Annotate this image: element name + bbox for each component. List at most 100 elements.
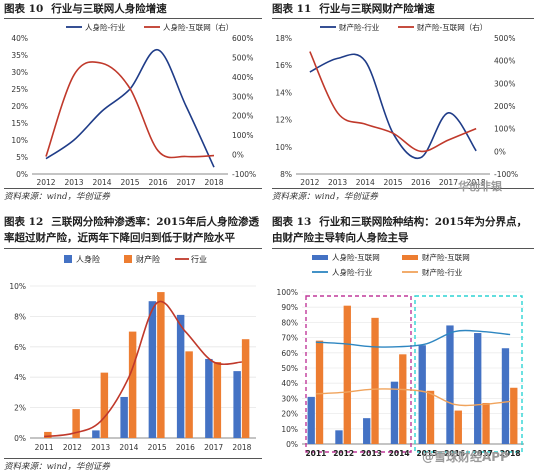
x-tick-label: 2012 xyxy=(333,449,354,458)
x-tick-label: 2014 xyxy=(119,443,138,452)
bar-财产险 xyxy=(100,372,109,438)
bar-人身险-互联网 xyxy=(363,418,371,444)
bar-人身险 xyxy=(205,358,213,438)
x-tick-label: 2017 xyxy=(439,178,458,187)
y-right-tick-label: 400% xyxy=(494,57,515,66)
legend-swatch xyxy=(312,255,328,260)
bar-财产险-互联网 xyxy=(371,317,379,444)
y-tick-label: 4% xyxy=(14,373,26,382)
y-tick-label: 20% xyxy=(281,410,298,419)
chart-title-12: 图表 12 三联网分险种渗透率：2015年后人身险渗透率超过财产险，近两年下降回归… xyxy=(4,216,260,244)
legend-label: 人身险-行业 xyxy=(85,22,126,32)
y-tick-label: 10% xyxy=(281,425,298,434)
chart-panel-11: 图表 11 行业与三联网财产险增速 8% 10% 12% 14% 16% 18% -100% 0… xyxy=(272,2,534,202)
x-tick-label: 2015 xyxy=(120,178,139,187)
bar-人身险-互联网 xyxy=(501,348,510,444)
group-box-2015-2018 xyxy=(414,295,523,453)
y-left-tick-label: 5% xyxy=(16,153,28,162)
bar-人身险-互联网 xyxy=(474,333,482,444)
y-right-tick-label: 300% xyxy=(494,79,515,88)
bar-人身险-互联网 xyxy=(390,381,399,444)
y-right-tick-label: 400% xyxy=(232,73,253,82)
y-tick-label: 2% xyxy=(14,404,26,413)
x-tick-label: 2016 xyxy=(176,443,195,452)
bar-人身险-互联网 xyxy=(446,325,454,444)
x-tick-label: 2013 xyxy=(328,178,347,187)
y-left-tick-label: 12% xyxy=(275,116,292,125)
x-tick-label: 2016 xyxy=(444,449,465,458)
y-tick-label: 0% xyxy=(14,434,26,443)
y-right-tick-label: 0% xyxy=(232,151,244,160)
series-line-1 xyxy=(309,53,477,160)
y-tick-label: 80% xyxy=(281,318,298,327)
y-right-tick-label: 200% xyxy=(232,112,253,121)
x-tick-label: 2013 xyxy=(64,178,83,187)
bar-人身险 xyxy=(176,314,185,438)
chart-title-13: 图表 13 行业和三联网险种结构：2015年为分界点，由财产险主导转向人身险主导 xyxy=(272,216,528,244)
y-tick-label: 0% xyxy=(286,440,298,449)
bar-财产险-互联网 xyxy=(399,354,407,444)
bar-财产险 xyxy=(72,409,80,438)
bar-财产险 xyxy=(241,339,250,438)
y-right-tick-label: -100% xyxy=(232,170,256,179)
bar-财产险-互联网 xyxy=(426,390,435,444)
legend-label: 财产险-互联网（右） xyxy=(417,22,487,32)
x-tick-label: 2015 xyxy=(383,178,402,187)
bar-人身险-互联网 xyxy=(418,345,426,444)
chart-title-11: 图表 11 行业与三联网财产险增速 xyxy=(272,3,435,15)
bar-人身险-互联网 xyxy=(335,430,343,444)
y-left-tick-label: 10% xyxy=(11,136,28,145)
y-left-tick-label: 20% xyxy=(11,102,28,111)
y-tick-label: 6% xyxy=(14,343,26,352)
legend-label: 财产险-行业 xyxy=(422,267,463,277)
y-left-tick-label: 10% xyxy=(275,143,292,152)
legend-label: 人身险 xyxy=(76,254,100,264)
y-tick-label: 90% xyxy=(281,303,298,312)
bar-财产险-互联网 xyxy=(315,340,324,444)
x-tick-label: 2013 xyxy=(361,449,382,458)
y-left-tick-label: 16% xyxy=(275,61,292,70)
chart-11-svg: 8% 10% 12% 14% 16% 18% -100% 0% 100% 200% 300% 400%… xyxy=(275,22,518,187)
x-tick-label: 2013 xyxy=(91,443,110,452)
bar-人身险-互联网 xyxy=(307,396,315,444)
y-tick-label: 60% xyxy=(281,349,298,358)
chart-10-svg: 0% 5% 10% 15% 20% 25% 30% 35% 40% -100% 0% 100% 200%… xyxy=(11,22,256,187)
y-left-tick-label: 40% xyxy=(11,34,28,43)
x-tick-label: 2016 xyxy=(411,178,430,187)
source-note: 资料来源：wind，华创证券 xyxy=(4,462,110,472)
legend-label: 财产险 xyxy=(136,254,160,264)
x-tick-label: 2018 xyxy=(467,178,486,187)
series-line-财产险-行业 xyxy=(315,388,511,407)
y-right-tick-label: 100% xyxy=(232,131,253,140)
legend-swatch xyxy=(402,255,418,260)
source-note: 资料来源：wind，华创证券 xyxy=(272,192,378,202)
x-tick-label: 2015 xyxy=(148,443,167,452)
y-right-tick-label: 500% xyxy=(494,34,515,43)
y-right-tick-label: 0% xyxy=(494,147,506,156)
bar-财产险-互联网 xyxy=(482,402,490,444)
chart-panel-12: 图表 12 三联网分险种渗透率：2015年后人身险渗透率超过财产险，近两年下降回归… xyxy=(4,214,262,474)
series-line-2 xyxy=(309,51,477,153)
x-tick-label: 2014 xyxy=(92,178,111,187)
chart-12-svg: 0% 2% 4% 6% 8% 10% 2011 2012 2013 2014 2015 2016 201… xyxy=(9,254,256,452)
y-tick-label: 70% xyxy=(281,334,298,343)
y-left-tick-label: 35% xyxy=(11,51,28,60)
bar-人身险 xyxy=(148,301,157,438)
bar-财产险-互联网 xyxy=(343,305,351,444)
bar-财产险-互联网 xyxy=(454,410,462,444)
x-tick-label: 2012 xyxy=(63,443,82,452)
y-left-tick-label: 14% xyxy=(275,88,292,97)
chart-13-svg: 0% 10% 20% 30% 40% 50% 60% 70% 80% 90% 100% 2011 201… xyxy=(277,252,524,458)
bar-人身险 xyxy=(120,396,128,438)
x-tick-label: 2011 xyxy=(35,443,54,452)
bar-财产险 xyxy=(185,351,193,438)
bar-财产险 xyxy=(128,331,137,438)
chart-panel-13: 图表 13 行业和三联网险种结构：2015年为分界点，由财产险主导转向人身险主导 … xyxy=(272,214,534,474)
y-tick-label: 10% xyxy=(9,282,26,291)
legend-swatch xyxy=(124,255,132,263)
y-right-tick-label: 100% xyxy=(494,125,515,134)
bar-人身险 xyxy=(92,430,100,438)
bar-人身险 xyxy=(233,371,241,438)
y-tick-label: 8% xyxy=(14,312,26,321)
x-tick-label: 2012 xyxy=(36,178,55,187)
